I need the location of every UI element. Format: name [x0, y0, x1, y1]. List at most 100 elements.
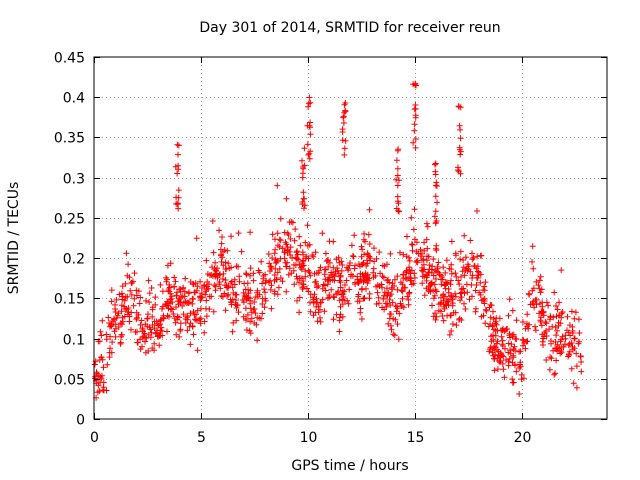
data-point	[440, 264, 447, 271]
data-point	[334, 267, 341, 274]
data-point	[405, 254, 412, 261]
data-point	[442, 269, 449, 276]
data-point	[564, 327, 570, 334]
data-point	[175, 205, 182, 212]
data-point	[342, 108, 349, 115]
data-point	[430, 272, 437, 279]
data-point	[165, 287, 172, 294]
data-point	[100, 387, 106, 393]
data-point	[482, 306, 489, 313]
data-point	[157, 327, 164, 334]
data-point	[349, 273, 356, 279]
data-point	[396, 208, 402, 215]
data-point	[151, 325, 158, 332]
data-point	[535, 282, 542, 289]
data-point	[400, 304, 407, 311]
data-point	[321, 308, 328, 315]
data-point	[339, 137, 346, 144]
data-point	[133, 292, 140, 299]
data-point	[287, 235, 294, 242]
data-point	[419, 250, 425, 257]
data-point	[233, 302, 240, 309]
data-point	[562, 335, 569, 342]
data-point	[455, 277, 462, 284]
data-point	[149, 313, 156, 320]
data-point	[553, 303, 559, 309]
data-point	[305, 100, 312, 107]
data-point	[443, 302, 450, 309]
data-point	[373, 301, 380, 307]
data-point	[487, 344, 494, 351]
data-point	[236, 273, 243, 280]
data-point	[432, 310, 439, 317]
data-point	[330, 316, 337, 323]
data-point	[182, 320, 189, 326]
data-point	[435, 307, 442, 314]
data-point	[112, 333, 119, 340]
data-point	[494, 366, 501, 373]
data-point	[274, 291, 281, 298]
data-point	[387, 302, 394, 309]
data-point	[336, 314, 343, 321]
data-point	[311, 270, 318, 277]
data-point	[204, 283, 211, 290]
data-point	[108, 298, 115, 305]
data-point	[307, 148, 314, 155]
data-point	[433, 179, 440, 186]
data-point	[194, 283, 201, 290]
data-point	[299, 174, 306, 181]
data-point	[391, 332, 398, 339]
data-point	[380, 296, 387, 302]
data-point	[558, 349, 565, 356]
data-point	[505, 340, 512, 347]
data-point	[197, 294, 203, 301]
data-point	[342, 137, 349, 144]
data-point	[314, 318, 321, 325]
data-point	[577, 353, 584, 359]
data-point	[236, 278, 243, 285]
data-point	[428, 266, 435, 273]
data-point	[302, 268, 309, 275]
data-point	[381, 263, 388, 270]
data-point	[247, 318, 254, 325]
data-point	[274, 269, 281, 276]
data-point	[480, 296, 487, 303]
data-point	[339, 126, 346, 133]
data-point	[491, 367, 498, 374]
chart-title: Day 301 of 2014, SRMTID for receiver reu…	[199, 20, 500, 36]
data-point	[247, 300, 254, 307]
data-point	[340, 114, 347, 121]
data-point	[317, 314, 323, 321]
data-point	[376, 283, 383, 290]
data-point	[426, 262, 433, 269]
data-point	[330, 264, 337, 271]
data-point	[130, 302, 137, 309]
data-point	[432, 219, 439, 226]
data-point	[434, 199, 441, 206]
data-point	[291, 237, 298, 244]
data-point	[216, 227, 223, 234]
data-point	[461, 272, 468, 279]
data-point	[244, 294, 251, 301]
data-point	[456, 144, 463, 151]
data-point	[109, 339, 116, 346]
data-point	[315, 283, 322, 290]
data-point	[117, 339, 124, 346]
data-point	[358, 243, 365, 250]
data-point	[324, 295, 331, 302]
data-point	[328, 286, 335, 293]
data-point	[279, 245, 286, 252]
data-point	[224, 247, 231, 254]
data-point	[448, 261, 455, 268]
data-point	[371, 258, 378, 265]
y-tick-label: 0.4	[63, 91, 85, 107]
data-point	[448, 328, 455, 334]
data-point	[214, 274, 221, 281]
data-point	[316, 267, 323, 274]
data-point	[509, 376, 516, 383]
data-point	[220, 270, 227, 277]
data-point	[467, 237, 474, 244]
data-point	[482, 279, 489, 286]
data-point	[203, 257, 210, 264]
y-axis-label: SRMTID / TECUs	[6, 182, 22, 295]
